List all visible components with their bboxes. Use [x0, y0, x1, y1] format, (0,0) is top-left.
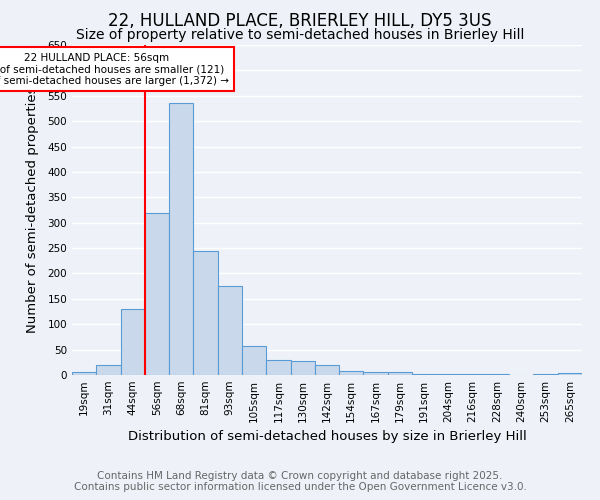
Bar: [412, 374, 436, 375]
Text: Size of property relative to semi-detached houses in Brierley Hill: Size of property relative to semi-detach…: [76, 28, 524, 42]
Bar: [461, 374, 485, 375]
Text: 22, HULLAND PLACE, BRIERLEY HILL, DY5 3US: 22, HULLAND PLACE, BRIERLEY HILL, DY5 3U…: [108, 12, 492, 30]
Bar: [315, 365, 339, 375]
Bar: [218, 286, 242, 375]
Bar: [266, 360, 290, 375]
Bar: [436, 374, 461, 375]
Bar: [72, 372, 96, 375]
Y-axis label: Number of semi-detached properties: Number of semi-detached properties: [26, 87, 39, 333]
Bar: [485, 374, 509, 375]
Text: 22 HULLAND PLACE: 56sqm
← 8% of semi-detached houses are smaller (121)
90% of se: 22 HULLAND PLACE: 56sqm ← 8% of semi-det…: [0, 52, 229, 86]
Bar: [364, 372, 388, 375]
Bar: [558, 373, 582, 375]
Bar: [290, 362, 315, 375]
Bar: [169, 104, 193, 375]
Bar: [96, 365, 121, 375]
Text: Contains HM Land Registry data © Crown copyright and database right 2025.
Contai: Contains HM Land Registry data © Crown c…: [74, 471, 526, 492]
Bar: [533, 374, 558, 375]
Bar: [388, 372, 412, 375]
Bar: [121, 309, 145, 375]
Bar: [242, 346, 266, 375]
X-axis label: Distribution of semi-detached houses by size in Brierley Hill: Distribution of semi-detached houses by …: [128, 430, 526, 444]
Bar: [193, 250, 218, 375]
Bar: [145, 212, 169, 375]
Bar: [339, 371, 364, 375]
